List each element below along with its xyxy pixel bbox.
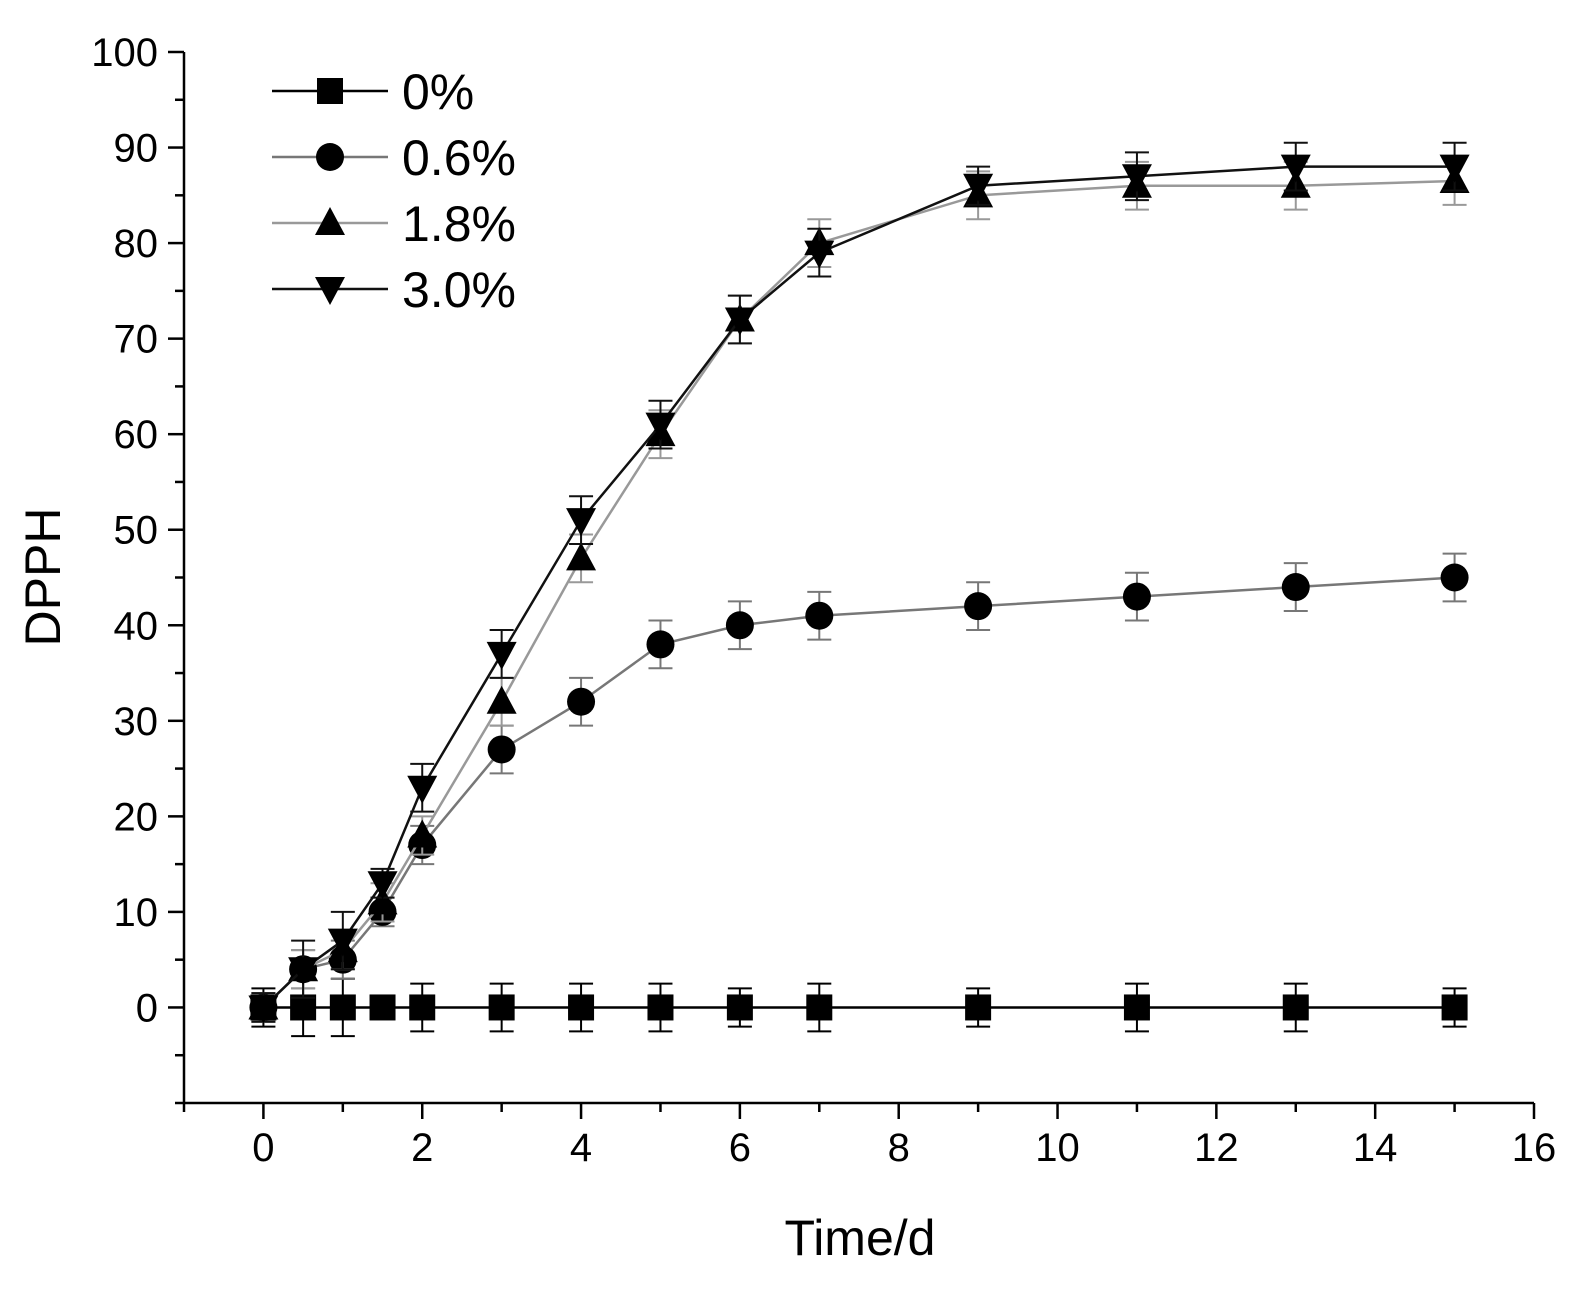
data-point xyxy=(1122,582,1151,611)
data-point xyxy=(329,994,356,1021)
data-point xyxy=(568,994,595,1021)
data-point xyxy=(647,994,674,1021)
data-point xyxy=(1440,563,1469,592)
legend-label: 0.6% xyxy=(402,130,516,186)
series-line xyxy=(262,576,1455,1009)
data-point xyxy=(805,601,834,630)
x-tick-label: 10 xyxy=(1035,1126,1080,1170)
y-axis-title: DPPH xyxy=(15,508,71,647)
y-tick-label: 40 xyxy=(114,604,159,648)
data-point xyxy=(327,928,358,957)
y-tick-label: 100 xyxy=(91,31,158,75)
y-tick-label: 30 xyxy=(114,700,159,744)
x-tick-label: 12 xyxy=(1194,1126,1239,1170)
y-tick-label: 20 xyxy=(114,795,159,839)
data-point xyxy=(1123,994,1150,1021)
data-point xyxy=(1121,164,1152,193)
y-tick-label: 70 xyxy=(114,318,159,362)
series-0.6% xyxy=(249,552,1469,1023)
data-point xyxy=(725,611,754,640)
data-point xyxy=(965,994,992,1021)
legend-entry-0.6%: 0.6% xyxy=(272,130,516,186)
y-tick-label: 90 xyxy=(114,127,159,171)
data-point xyxy=(964,592,993,621)
x-axis-title: Time/d xyxy=(785,1210,936,1266)
data-point xyxy=(486,685,517,714)
data-point xyxy=(567,687,596,716)
data-point xyxy=(487,735,516,764)
x-tick-label: 0 xyxy=(252,1126,274,1170)
x-tick-label: 16 xyxy=(1512,1126,1557,1170)
data-point xyxy=(367,886,398,915)
data-point xyxy=(369,994,396,1021)
legend-entry-3.0%: 3.0% xyxy=(272,262,516,318)
legend-label: 3.0% xyxy=(402,262,516,318)
data-point xyxy=(804,240,835,269)
data-point xyxy=(1281,573,1310,602)
data-point xyxy=(726,994,753,1021)
data-point xyxy=(288,957,319,986)
legend-marker xyxy=(317,78,343,104)
data-point xyxy=(566,508,597,537)
x-tick-label: 4 xyxy=(570,1126,592,1170)
data-point xyxy=(806,994,833,1021)
data-point xyxy=(486,641,517,670)
legend-label: 1.8% xyxy=(402,196,516,252)
data-point xyxy=(407,819,438,848)
data-point xyxy=(646,630,675,659)
legend-entry-0%: 0% xyxy=(272,64,474,120)
data-point xyxy=(407,775,438,804)
x-tick-label: 8 xyxy=(888,1126,910,1170)
legend: 0% 0.6% 1.8% 3.0% xyxy=(272,64,516,318)
series-0% xyxy=(250,977,1468,1038)
legend-marker xyxy=(315,207,345,235)
legend-entry-1.8%: 1.8% xyxy=(272,196,516,252)
axes: 0 10 20 30 40 50 60 70 80 90 100 0 2 4 6 8 10 12 14 16 xyxy=(91,31,1556,1170)
y-tick-label: 80 xyxy=(114,222,159,266)
x-tick-label: 2 xyxy=(411,1126,433,1170)
data-point xyxy=(488,994,515,1021)
y-tick-label: 10 xyxy=(114,891,159,935)
series-layer xyxy=(248,141,1470,1038)
data-point xyxy=(1439,154,1470,183)
legend-label: 0% xyxy=(402,64,474,120)
data-point xyxy=(1280,154,1311,183)
legend-marker xyxy=(315,277,345,305)
legend-marker xyxy=(316,143,344,171)
y-tick-label: 50 xyxy=(114,509,159,553)
x-tick-label: 14 xyxy=(1353,1126,1398,1170)
data-point xyxy=(1282,994,1309,1021)
data-point xyxy=(963,173,994,202)
x-tick-label: 6 xyxy=(729,1126,751,1170)
series-3.0% xyxy=(248,141,1470,1024)
data-point xyxy=(367,871,398,900)
data-point xyxy=(1441,994,1468,1021)
data-point xyxy=(645,412,676,441)
y-tick-label: 60 xyxy=(114,413,159,457)
y-tick-label: 0 xyxy=(136,986,158,1030)
data-point xyxy=(409,994,436,1021)
data-point xyxy=(566,542,597,571)
data-point xyxy=(724,307,755,336)
data-point xyxy=(248,995,279,1024)
